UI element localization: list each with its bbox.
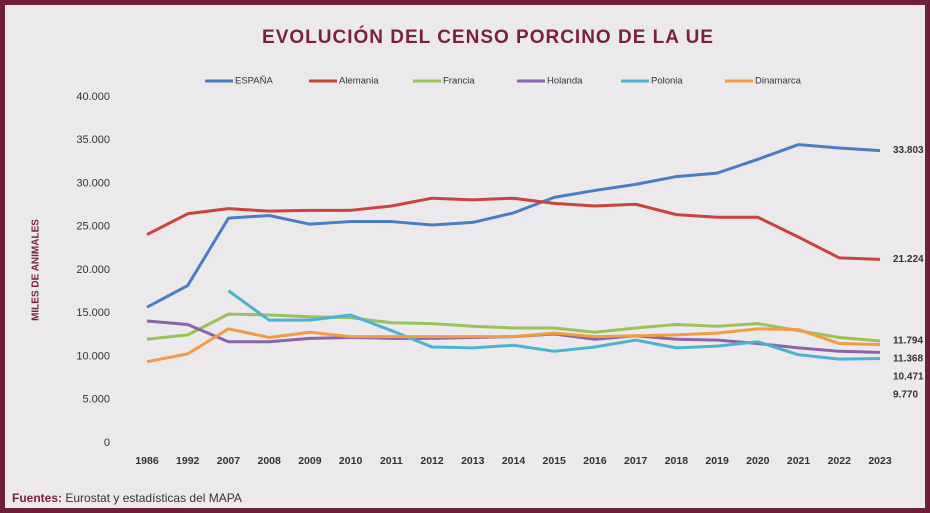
legend-label: Holanda bbox=[547, 76, 583, 87]
y-tick-label: 20.000 bbox=[76, 264, 110, 276]
legend-label: Polonia bbox=[651, 76, 683, 87]
y-tick-label: 35.000 bbox=[76, 134, 110, 146]
x-tick-label: 2020 bbox=[746, 455, 770, 467]
y-tick-label: 0 bbox=[104, 437, 110, 449]
y-tick-label: 40.000 bbox=[76, 91, 110, 103]
x-tick-label: 1986 bbox=[135, 455, 159, 467]
x-tick-label: 2014 bbox=[502, 455, 526, 467]
footer: Fuentes: Eurostat y estadísticas del MAP… bbox=[12, 491, 242, 505]
x-tick-label: 2009 bbox=[298, 455, 322, 467]
x-tick-label: 2017 bbox=[624, 455, 648, 467]
x-tick-label: 2013 bbox=[461, 455, 485, 467]
x-tick-label: 2015 bbox=[543, 455, 567, 467]
y-tick-label: 15.000 bbox=[76, 307, 110, 319]
value-label: 21.224 bbox=[893, 254, 924, 265]
y-tick-label: 25.000 bbox=[76, 221, 110, 233]
value-label: 9.770 bbox=[893, 390, 918, 401]
x-tick-label: 1992 bbox=[176, 455, 200, 467]
x-tick-label: 2023 bbox=[868, 455, 892, 467]
y-tick-label: 10.000 bbox=[76, 350, 110, 362]
x-tick-label: 2019 bbox=[705, 455, 729, 467]
footer-text: Eurostat y estadísticas del MAPA bbox=[65, 491, 242, 505]
legend-label: Alemania bbox=[339, 76, 379, 87]
x-tick-label: 2022 bbox=[828, 455, 852, 467]
legend-label: Dinamarca bbox=[755, 76, 802, 87]
chart-title: EVOLUCIÓN DEL CENSO PORCINO DE LA UE bbox=[262, 26, 714, 48]
y-tick-label: 30.000 bbox=[76, 177, 110, 189]
x-tick-label: 2008 bbox=[257, 455, 281, 467]
x-tick-label: 2012 bbox=[420, 455, 444, 467]
x-tick-label: 2016 bbox=[583, 455, 607, 467]
x-tick-label: 2011 bbox=[380, 455, 403, 467]
y-tick-label: 5.000 bbox=[82, 394, 110, 406]
x-tick-label: 2021 bbox=[787, 455, 811, 467]
footer-label: Fuentes: bbox=[12, 491, 62, 505]
x-tick-label: 2018 bbox=[665, 455, 689, 467]
y-axis-label: MILES DE ANIMALES bbox=[31, 219, 42, 321]
legend-label: ESPAÑA bbox=[235, 76, 274, 87]
legend-label: Francia bbox=[443, 76, 475, 87]
value-label: 11.794 bbox=[893, 336, 923, 347]
chart: EVOLUCIÓN DEL CENSO PORCINO DE LA UE MIL… bbox=[0, 0, 930, 513]
x-tick-label: 2010 bbox=[339, 455, 363, 467]
value-label: 11.368 bbox=[893, 354, 923, 365]
x-tick-label: 2007 bbox=[217, 455, 241, 467]
value-label: 10.471 bbox=[893, 372, 924, 383]
value-label: 33.803 bbox=[893, 145, 924, 156]
